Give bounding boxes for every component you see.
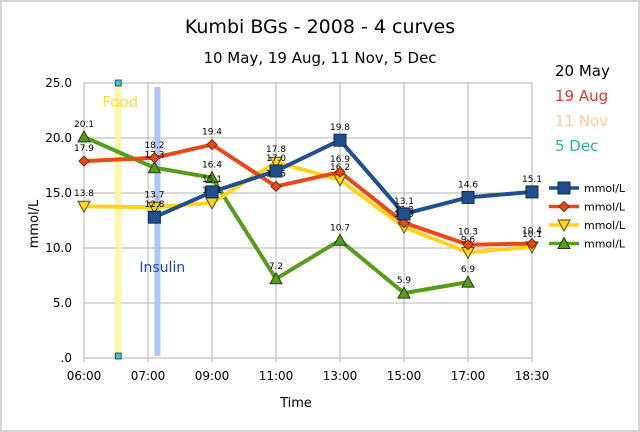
data-label: 10.1 — [522, 230, 542, 240]
legend-marker — [558, 200, 570, 213]
data-point — [205, 170, 219, 184]
data-label: 16.4 — [202, 161, 222, 171]
data-label: 19.4 — [202, 128, 222, 138]
series-date-label: 11 Nov — [555, 112, 608, 130]
legend-label: mmol/L — [584, 201, 626, 214]
data-point — [461, 190, 475, 204]
legend-marker — [557, 181, 571, 195]
legend-label: mmol/L — [584, 182, 626, 195]
data-point — [333, 233, 347, 246]
food-marker-top — [114, 79, 122, 87]
data-point — [397, 286, 411, 299]
data-point — [270, 180, 282, 193]
data-point — [147, 210, 161, 224]
data-label: 14.6 — [458, 180, 478, 190]
data-point — [461, 275, 475, 288]
legend-marker — [557, 219, 571, 233]
legend-label: mmol/L — [584, 219, 626, 232]
data-point — [206, 138, 218, 151]
food-annotation: Food — [102, 93, 138, 111]
data-label: 17.8 — [266, 145, 286, 155]
data-label: 10.4 — [522, 227, 542, 237]
data-point — [269, 156, 283, 170]
data-point — [78, 155, 90, 167]
data-label: 17.0 — [266, 154, 286, 164]
data-point — [205, 185, 219, 199]
y-tick-label: .0 — [61, 351, 72, 365]
x-tick-label: 15:00 — [387, 369, 422, 383]
data-label: 7.2 — [269, 262, 283, 272]
x-tick-label: 09:00 — [195, 369, 230, 383]
data-label: 18.2 — [144, 141, 164, 151]
y-tick-label: 20.0 — [45, 131, 72, 145]
legend: mmol/L mmol/L mmol/L mmol/L — [549, 181, 626, 251]
data-label: 15.1 — [202, 175, 222, 185]
data-point — [269, 271, 283, 285]
food-marker-bar — [115, 83, 122, 356]
x-tick-label: 07:00 — [131, 369, 166, 383]
data-point — [334, 166, 346, 178]
data-point — [525, 185, 539, 199]
y-tick-label: 5.0 — [53, 296, 72, 310]
data-point — [397, 207, 411, 221]
data-label: 13.8 — [74, 189, 94, 199]
data-label: 12.8 — [144, 200, 164, 210]
x-tick-label: 11:00 — [259, 369, 294, 383]
series-date-labels: 20 May 19 Aug 11 Nov 5 Dec — [555, 62, 610, 155]
y-tick-label: 25.0 — [45, 76, 72, 90]
data-point — [147, 160, 162, 174]
data-point — [148, 152, 161, 164]
data-label: 13.7 — [144, 190, 164, 200]
x-tick-label: 06:00 — [67, 369, 102, 383]
series-line-3 — [83, 160, 533, 255]
food-marker-bottom — [114, 352, 122, 360]
series-date-label: 20 May — [555, 62, 610, 80]
chart-title: Kumbi BGs - 2008 - 4 curves — [185, 16, 455, 38]
data-point — [462, 238, 474, 251]
legend-label: mmol/L — [584, 238, 626, 251]
legend-marker — [557, 236, 571, 249]
data-label: 19.8 — [330, 123, 350, 133]
data-label: 17.9 — [74, 144, 94, 154]
data-label: 16.9 — [330, 155, 350, 165]
x-tick-label: 17:00 — [451, 369, 486, 383]
insulin-annotation: Insulin — [139, 260, 185, 276]
data-point — [77, 129, 91, 143]
y-axis-label: mmol/L — [27, 199, 42, 248]
chart-subtitle: 10 May, 19 Aug, 11 Nov, 5 Dec — [203, 49, 436, 67]
data-point — [147, 201, 162, 215]
data-label: 10.7 — [330, 223, 350, 233]
data-label: 5.9 — [397, 276, 412, 286]
x-axis-label: Time — [279, 396, 312, 411]
data-label: 10.3 — [458, 228, 478, 238]
data-label: 15.1 — [522, 175, 542, 185]
x-tick-label: 18:30 — [515, 369, 550, 383]
series-date-label: 19 Aug — [555, 87, 608, 105]
data-label: 13.1 — [394, 197, 414, 207]
y-tick-label: 15.0 — [45, 186, 72, 200]
data-label: 6.9 — [461, 265, 476, 275]
plot-area: .0 5.0 10.0 15.0 20.0 25.0 06:00 07:00 09:00 11:0… — [45, 76, 549, 383]
data-point — [333, 133, 347, 147]
data-point — [526, 237, 538, 250]
series-line-2 — [83, 142, 533, 247]
series-date-label: 5 Dec — [555, 137, 598, 155]
data-label: 20.1 — [74, 120, 94, 130]
y-tick-label: 10.0 — [45, 241, 72, 255]
data-point — [77, 200, 91, 214]
x-tick-label: 13:00 — [323, 369, 358, 383]
data-point — [269, 164, 283, 178]
